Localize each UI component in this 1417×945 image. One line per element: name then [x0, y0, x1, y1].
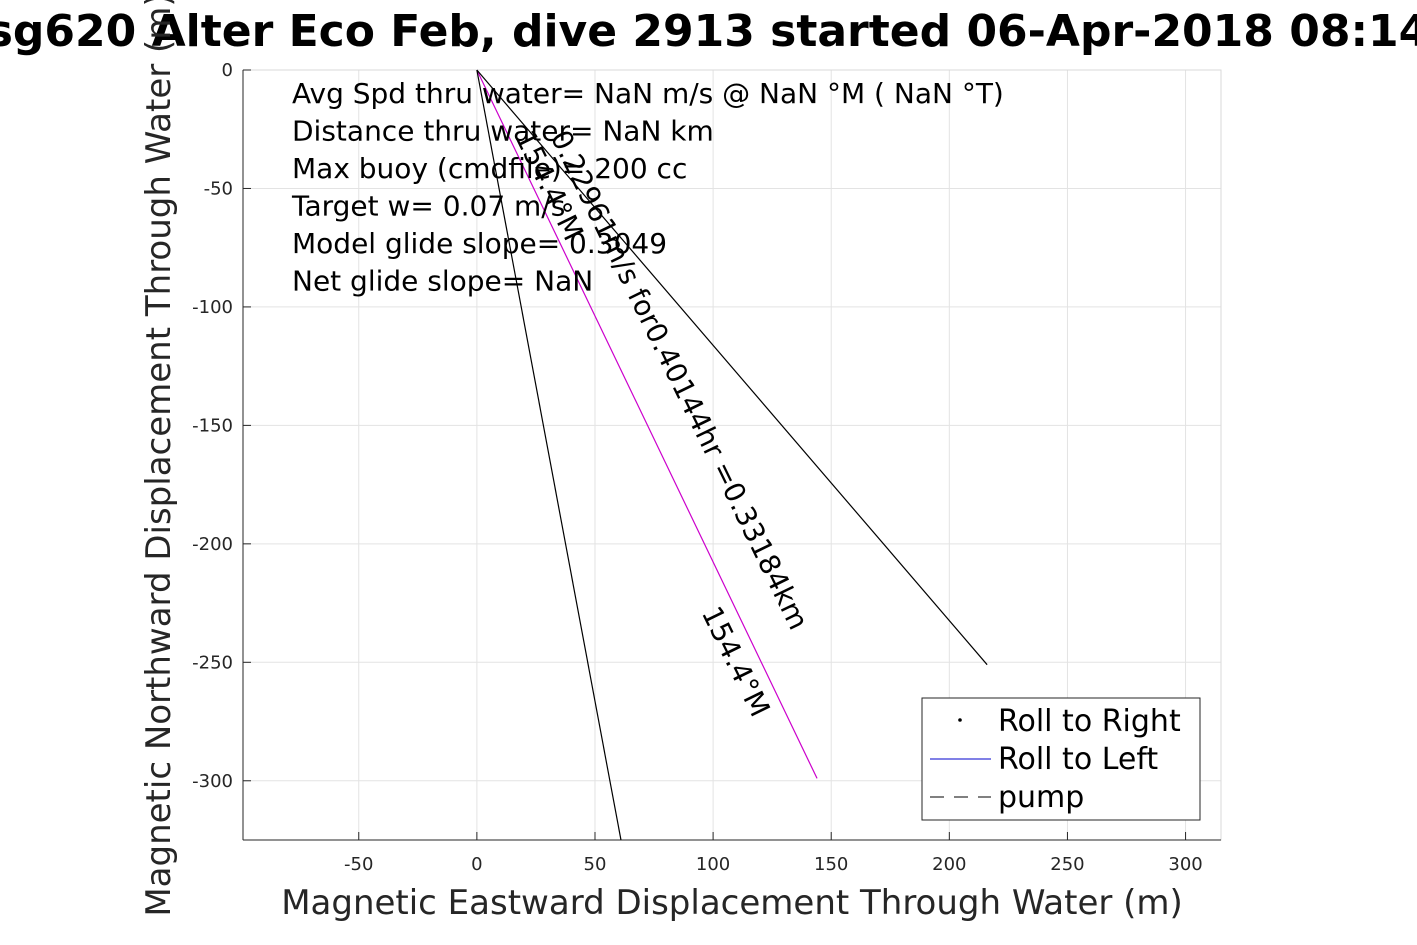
- x-tick-label: 150: [814, 854, 848, 875]
- y-tick-label: -250: [192, 652, 233, 673]
- y-tick-label: -100: [192, 297, 233, 318]
- track-line-2: [476, 69, 988, 666]
- y-tick-label: -50: [204, 178, 233, 199]
- info-line: Model glide slope= 0.3049: [292, 227, 667, 260]
- y-tick-label: -200: [192, 534, 233, 555]
- legend-marker-roll-right: [958, 718, 962, 722]
- x-tick-label: 250: [1050, 854, 1084, 875]
- info-line: Max buoy (cmdfile)= 200 cc: [292, 152, 687, 185]
- legend-label-roll-right: Roll to Right: [998, 704, 1181, 739]
- legend-label-roll-left: Roll to Left: [998, 742, 1158, 777]
- x-tick-label: -50: [344, 854, 373, 875]
- y-tick-label: 0: [222, 60, 233, 81]
- info-line: Avg Spd thru water= NaN m/s @ NaN °M ( N…: [292, 77, 1004, 110]
- legend-label-pump: pump: [998, 780, 1084, 815]
- legend: Roll to Right Roll to Left pump: [921, 697, 1201, 821]
- x-tick-label: 0: [471, 854, 482, 875]
- info-line: Distance thru water= NaN km: [292, 115, 714, 148]
- x-axis-label: Magnetic Eastward Displacement Through W…: [281, 883, 1183, 923]
- x-tick-label: 300: [1168, 854, 1202, 875]
- x-tick-label: 200: [932, 854, 966, 875]
- info-line: Net glide slope= NaN: [292, 265, 593, 298]
- ticks: -50 0 50 100 150 200 250 300 0 -50 -100 -150 -200 -25…: [192, 60, 1203, 875]
- track-line-1: [476, 69, 818, 779]
- x-tick-label: 50: [584, 854, 607, 875]
- track-lines: [476, 69, 988, 841]
- info-text-block: Avg Spd thru water= NaN m/s @ NaN °M ( N…: [291, 77, 1004, 298]
- info-line: Target w= 0.07 m/s: [291, 190, 565, 223]
- track-line-3: [476, 69, 622, 841]
- y-tick-label: -300: [192, 771, 233, 792]
- y-axis-label: Magnetic Northward Displacement Through …: [139, 0, 179, 917]
- x-tick-label: 100: [696, 854, 730, 875]
- y-tick-label: -150: [192, 415, 233, 436]
- chart-title: sg620 Alter Eco Feb, dive 2913 started 0…: [0, 6, 1417, 57]
